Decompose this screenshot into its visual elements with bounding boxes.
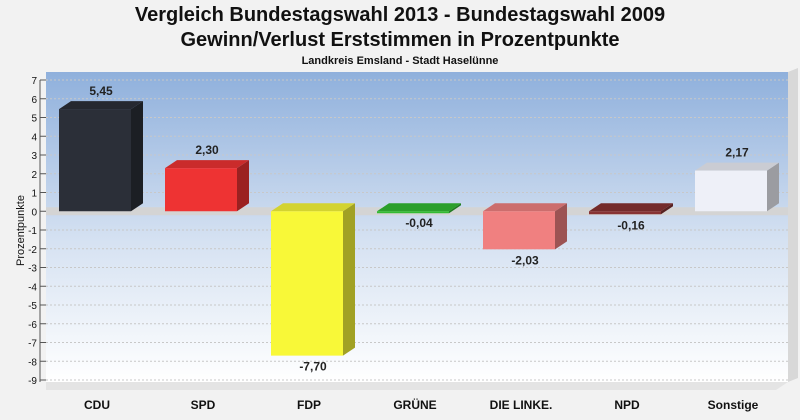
chart-region-subtitle: Landkreis Emsland - Stadt Haselünne [301, 55, 499, 67]
y-tick-label: 5 [31, 114, 37, 125]
bar-value-label: -2,03 [511, 253, 539, 267]
bar-front [695, 170, 767, 212]
x-tick-label: CDU [84, 398, 110, 412]
bar-top [59, 101, 143, 110]
bar-top [271, 203, 355, 212]
bar-side [237, 160, 249, 212]
y-tick-label: 1 [31, 189, 37, 200]
bar-front [377, 211, 449, 214]
bar-front [271, 211, 343, 356]
bar-value-label: -7,70 [299, 360, 327, 374]
bar [59, 101, 143, 212]
chart-title: Vergleich Bundestagswahl 2013 - Bundesta… [134, 4, 666, 26]
x-tick-label: GRÜNE [393, 397, 436, 412]
bar-top [589, 203, 673, 212]
bar-value-label: 2,30 [195, 143, 219, 157]
bar-top [483, 203, 567, 212]
y-tick-label: 7 [31, 76, 37, 87]
bar-value-label: 5,45 [89, 84, 113, 98]
bar-side [449, 203, 461, 214]
bar-side [661, 203, 673, 215]
bar [377, 203, 461, 214]
bar-side [343, 203, 355, 356]
x-tick-label: NPD [614, 398, 640, 412]
bar-value-label: 2,17 [725, 146, 749, 160]
y-tick-label: -9 [28, 376, 37, 387]
bar-front [165, 168, 237, 212]
y-tick-label: 2 [31, 170, 37, 181]
y-tick-label: 3 [31, 151, 37, 162]
bar-top [377, 203, 461, 212]
plot-side-wall [788, 68, 798, 382]
bar-side [767, 162, 779, 212]
bar-side [555, 203, 567, 250]
x-tick-label: Sonstige [708, 398, 759, 412]
y-tick-label: 0 [31, 207, 37, 218]
y-tick-label: 4 [31, 132, 37, 143]
y-tick-label: -6 [28, 320, 37, 331]
y-tick-label: 6 [31, 95, 37, 106]
plot-area [46, 72, 788, 382]
bar [165, 160, 249, 212]
y-tick-label: -8 [28, 357, 37, 368]
bar [589, 203, 673, 215]
y-tick-label: -2 [28, 245, 37, 256]
bar-side [131, 101, 143, 212]
x-tick-label: SPD [191, 398, 216, 412]
y-tick-label: -4 [28, 282, 37, 293]
bar-front [59, 109, 131, 212]
y-tick-label: -3 [28, 264, 37, 275]
bar-value-label: -0,04 [405, 216, 433, 230]
bar-top [165, 160, 249, 169]
bar-front [483, 211, 555, 250]
bar-value-label: -0,16 [617, 218, 645, 232]
plot-floor [46, 382, 788, 390]
y-tick-label: -1 [28, 226, 37, 237]
bar-front [589, 211, 661, 215]
bar [695, 162, 779, 212]
y-tick-label: -7 [28, 339, 37, 350]
x-tick-label: FDP [297, 398, 321, 412]
bar [271, 203, 355, 356]
bar [483, 203, 567, 250]
y-tick-label: -5 [28, 301, 37, 312]
bar-top [695, 162, 779, 171]
chart-subtitle: Gewinn/Verlust Erststimmen in Prozentpun… [180, 29, 620, 51]
x-tick-label: DIE LINKE. [490, 398, 553, 412]
